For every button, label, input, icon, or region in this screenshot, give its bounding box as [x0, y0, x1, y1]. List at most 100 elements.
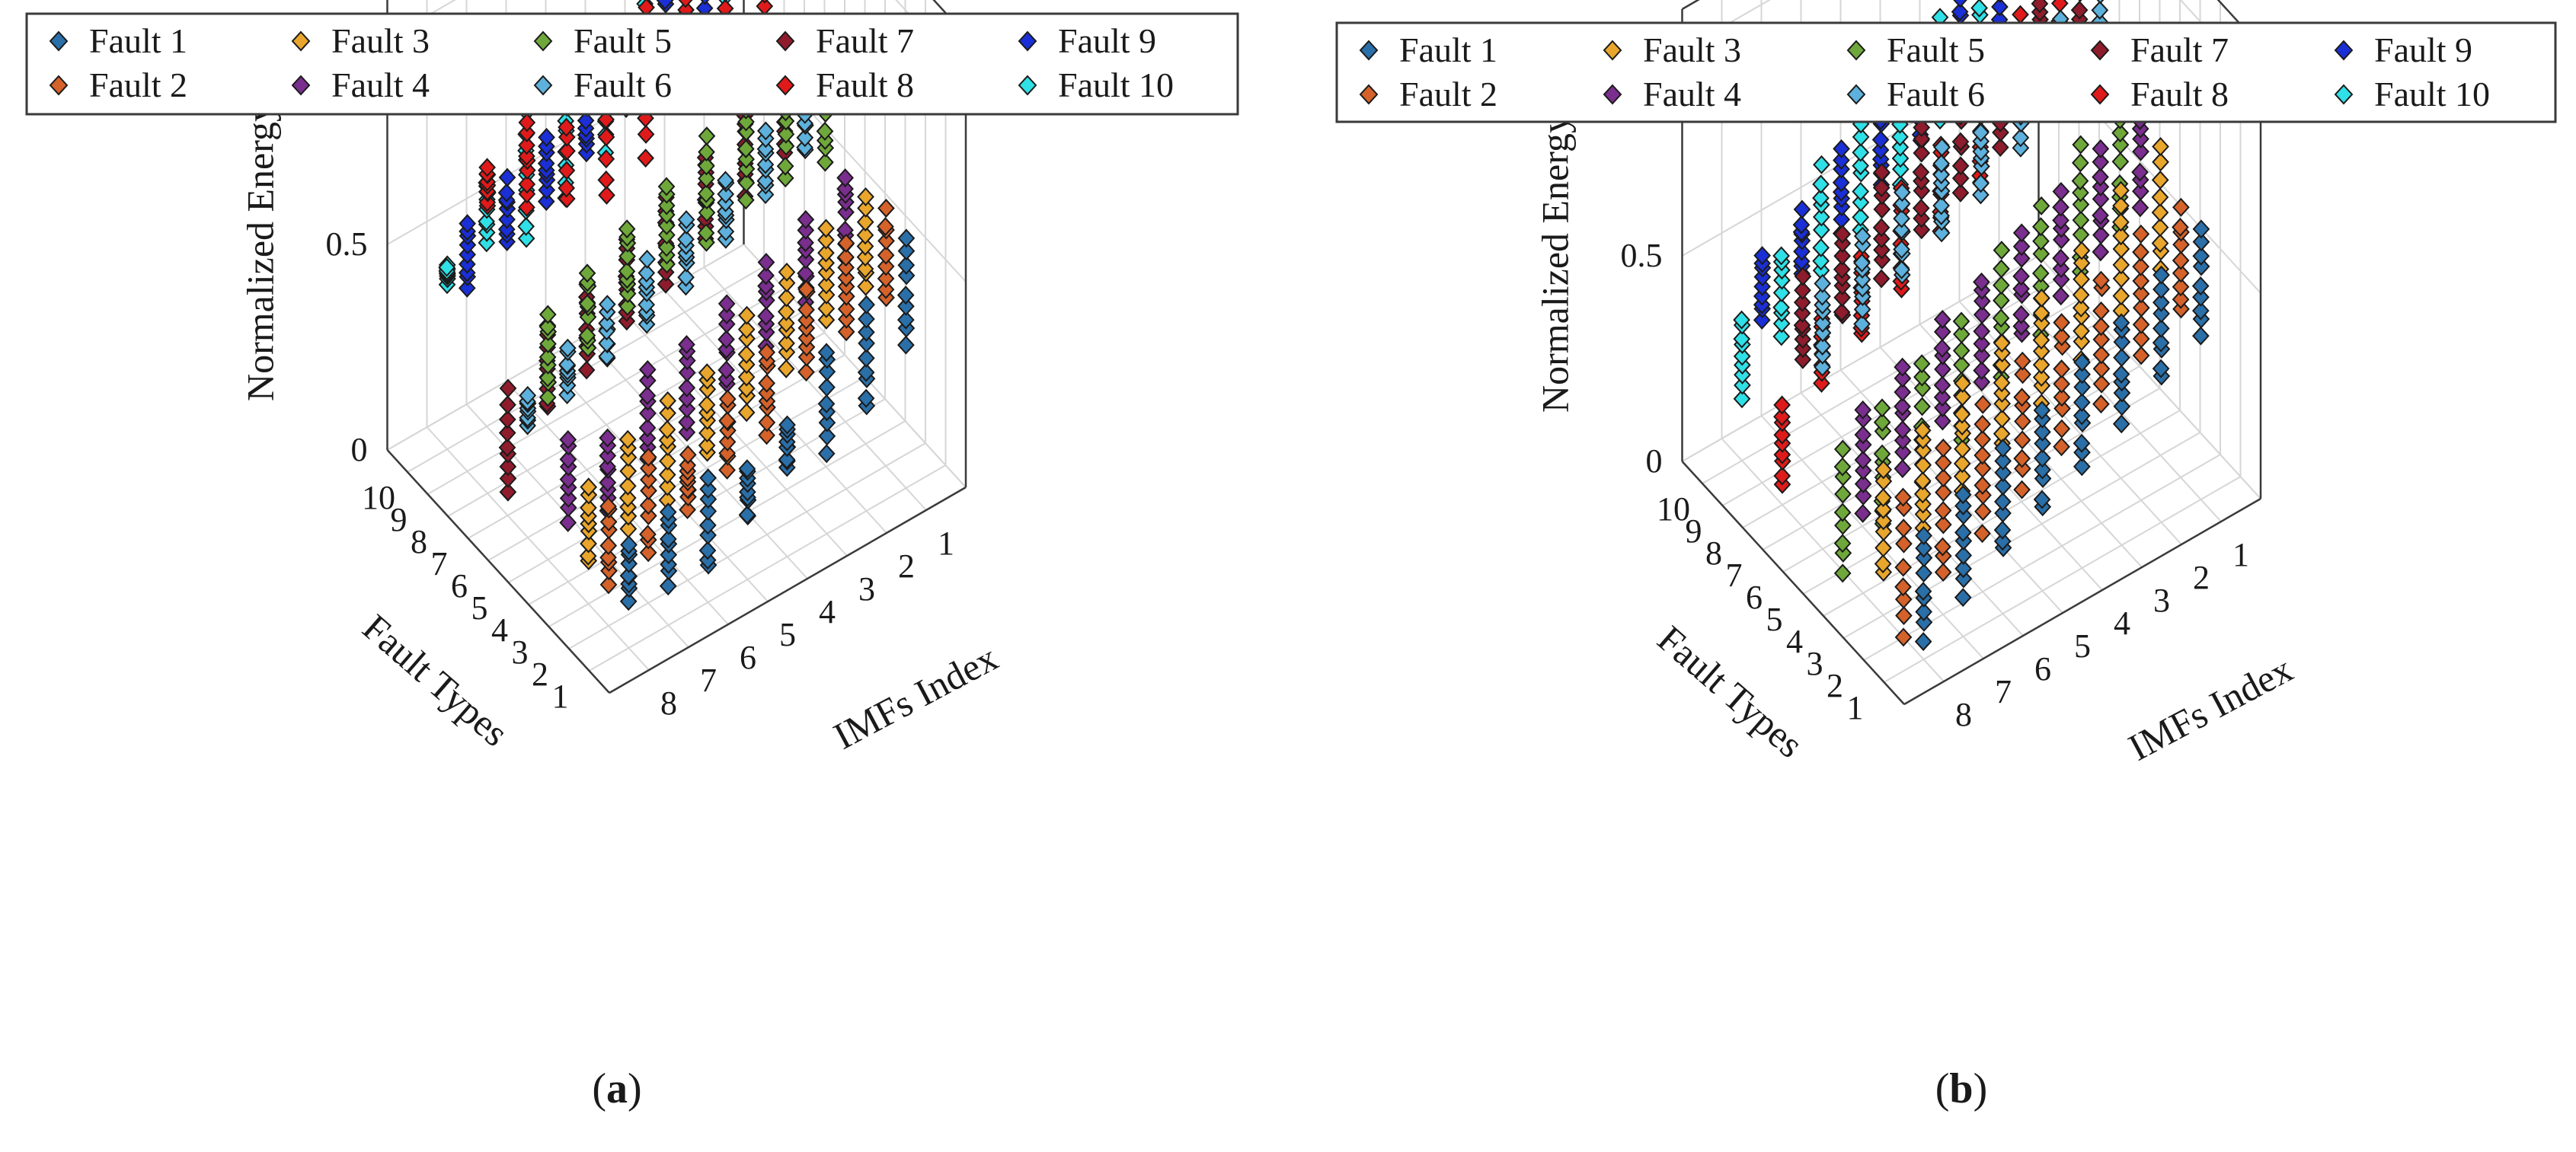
data-point-fault-3 — [698, 436, 716, 455]
data-point-fault-5 — [737, 190, 755, 210]
data-point-fault-3 — [2073, 321, 2090, 341]
data-point-fault-3 — [737, 355, 756, 375]
data-point-fault-3 — [2112, 226, 2130, 246]
data-point-fault-5 — [737, 159, 756, 179]
data-point-fault-4 — [559, 449, 577, 469]
data-point-fault-7 — [1951, 132, 1970, 152]
data-point-fault-1 — [2073, 353, 2091, 372]
data-point-fault-2 — [1934, 563, 1952, 582]
data-point-fault-2 — [1934, 515, 1952, 535]
data-point-fault-1 — [1994, 492, 2012, 512]
data-point-fault-7 — [1913, 220, 1931, 240]
data-point-fault-1 — [857, 362, 875, 382]
data-point-fault-3 — [2151, 203, 2169, 222]
data-point-fault-8 — [637, 124, 655, 144]
data-point-fault-8 — [558, 189, 576, 209]
legend-marker — [533, 75, 553, 96]
data-point-fault-2 — [718, 389, 737, 409]
data-point-fault-6 — [638, 263, 656, 283]
data-point-fault-1 — [699, 479, 717, 499]
data-point-fault-1 — [660, 545, 678, 565]
data-point-fault-2 — [2172, 277, 2190, 297]
data-point-fault-4 — [1854, 461, 1872, 480]
data-point-fault-3 — [1874, 554, 1892, 573]
data-point-fault-1 — [2112, 364, 2130, 384]
y-axis-label: IMFs Index — [2121, 647, 2300, 769]
data-point-fault-4 — [1894, 420, 1912, 439]
data-point-fault-2 — [2014, 411, 2031, 431]
z-axis-label: Normalized Energy — [239, 103, 282, 401]
data-point-fault-6 — [756, 139, 775, 159]
data-point-fault-7 — [1793, 292, 1811, 312]
data-point-fault-1 — [1915, 538, 1932, 558]
data-point-fault-5 — [539, 334, 557, 354]
data-point-fault-10 — [1852, 127, 1870, 147]
data-point-fault-6 — [1932, 164, 1951, 184]
imf-tick-label: 5 — [779, 616, 796, 653]
data-point-fault-3 — [1914, 455, 1932, 475]
data-point-fault-2 — [797, 362, 815, 382]
data-point-fault-3 — [2151, 187, 2169, 207]
data-point-fault-5 — [1992, 308, 2010, 328]
data-point-fault-3 — [856, 225, 874, 245]
data-point-fault-3 — [778, 333, 795, 353]
data-point-fault-3 — [817, 285, 836, 305]
data-point-fault-3 — [2072, 285, 2090, 305]
data-point-fault-7 — [1833, 260, 1851, 279]
data-point-fault-6 — [1853, 314, 1871, 334]
data-point-fault-6 — [756, 171, 775, 191]
data-point-fault-5 — [697, 223, 715, 243]
data-point-fault-7 — [1912, 162, 1930, 182]
data-point-fault-2 — [718, 460, 736, 480]
data-point-fault-7 — [1913, 209, 1930, 228]
imf-tick-label: 3 — [2153, 582, 2170, 619]
imf-tick-label: 4 — [819, 593, 836, 630]
data-point-fault-8 — [1813, 373, 1830, 393]
imf-tick-label: 2 — [898, 547, 915, 585]
data-point-fault-9 — [656, 0, 674, 10]
data-point-fault-5 — [1913, 378, 1932, 398]
fault-type-tick-label: 9 — [391, 501, 407, 538]
data-point-fault-4 — [1973, 346, 1991, 365]
data-point-fault-7 — [1872, 218, 1890, 238]
data-point-fault-1 — [2033, 490, 2051, 509]
data-point-fault-3 — [1993, 394, 2012, 413]
data-point-fault-8 — [558, 178, 576, 198]
data-point-fault-3 — [2033, 314, 2050, 333]
data-point-fault-3 — [1874, 522, 1893, 541]
data-point-fault-5 — [2072, 183, 2089, 203]
data-point-fault-9 — [1832, 173, 1850, 193]
legend-entry: Fault 8 — [816, 65, 914, 104]
data-point-fault-10 — [1773, 270, 1791, 290]
data-point-fault-2 — [718, 411, 736, 431]
data-point-fault-1 — [2033, 400, 2051, 420]
z-tick-label: 0.5 — [1621, 237, 1663, 274]
data-point-fault-2 — [2013, 430, 2031, 450]
data-point-fault-10 — [1891, 127, 1909, 147]
data-point-fault-9 — [538, 127, 555, 147]
data-point-fault-5 — [698, 126, 716, 146]
legend-marker — [2334, 84, 2354, 105]
data-point-fault-3 — [1993, 343, 2011, 363]
data-point-fault-6 — [1893, 220, 1910, 240]
data-point-fault-4 — [1934, 411, 1951, 431]
data-point-fault-1 — [1914, 582, 1932, 602]
data-point-fault-1 — [2073, 365, 2091, 385]
data-point-fault-1 — [660, 554, 677, 574]
data-point-fault-2 — [2132, 346, 2150, 365]
data-point-fault-2 — [2092, 301, 2110, 321]
panel-label: (b) — [1935, 1065, 1987, 1112]
data-point-fault-1 — [699, 501, 718, 521]
data-point-fault-2 — [599, 536, 618, 556]
data-point-fault-3 — [2072, 298, 2090, 318]
data-point-fault-2 — [877, 245, 895, 265]
data-point-fault-4 — [559, 512, 577, 532]
data-point-fault-4 — [718, 294, 736, 314]
data-point-fault-2 — [2172, 263, 2190, 283]
data-point-fault-2 — [599, 512, 618, 531]
data-point-fault-4 — [1894, 430, 1912, 450]
data-point-fault-5 — [2111, 135, 2130, 155]
data-point-fault-3 — [580, 498, 597, 518]
data-point-fault-4 — [1854, 450, 1872, 470]
data-point-fault-4 — [1973, 361, 1991, 381]
